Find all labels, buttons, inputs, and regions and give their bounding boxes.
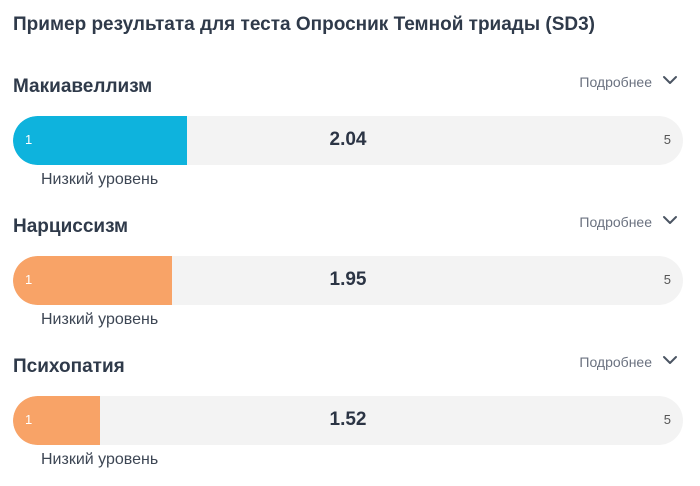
score-bar-fill	[13, 396, 101, 445]
scale-name: Психопатия	[13, 356, 125, 377]
scale-block: Нарциссизм Подробнее 1 1.95 5 Низкий уро…	[13, 214, 683, 346]
score-value: 1.52	[329, 409, 367, 430]
score-bar: 1 1.52 5	[13, 396, 683, 445]
details-label: Подробнее	[579, 354, 652, 370]
scale-block: Макиавеллизм Подробнее 1 2.04 5 Низкий у…	[13, 74, 683, 206]
details-toggle[interactable]: Подробнее	[579, 214, 678, 230]
level-label: Низкий уровень	[41, 451, 159, 468]
scale-max-label: 5	[663, 132, 671, 147]
scale-block: Психопатия Подробнее 1 1.52 5 Низкий уро…	[13, 354, 683, 486]
score-bar: 1 1.95 5	[13, 256, 683, 305]
scale-min-label: 1	[25, 272, 33, 287]
details-toggle[interactable]: Подробнее	[579, 74, 678, 90]
scale-max-label: 5	[663, 412, 671, 427]
score-bar-fill	[13, 116, 188, 165]
details-label: Подробнее	[579, 74, 652, 90]
scale-name: Нарциссизм	[13, 216, 129, 237]
score-bar: 1 2.04 5	[13, 116, 683, 165]
chevron-down-icon[interactable]	[662, 212, 678, 228]
details-toggle[interactable]: Подробнее	[579, 354, 678, 370]
level-label: Низкий уровень	[41, 171, 159, 188]
chevron-down-icon[interactable]	[662, 72, 678, 88]
scale-max-label: 5	[663, 272, 671, 287]
scale-name: Макиавеллизм	[13, 76, 153, 97]
details-label: Подробнее	[579, 214, 652, 230]
scale-min-label: 1	[25, 132, 33, 147]
page-title: Пример результата для теста Опросник Тем…	[13, 14, 595, 35]
chevron-down-icon[interactable]	[662, 352, 678, 368]
score-bar-fill	[13, 256, 173, 305]
level-label: Низкий уровень	[41, 311, 159, 328]
scale-min-label: 1	[25, 412, 33, 427]
